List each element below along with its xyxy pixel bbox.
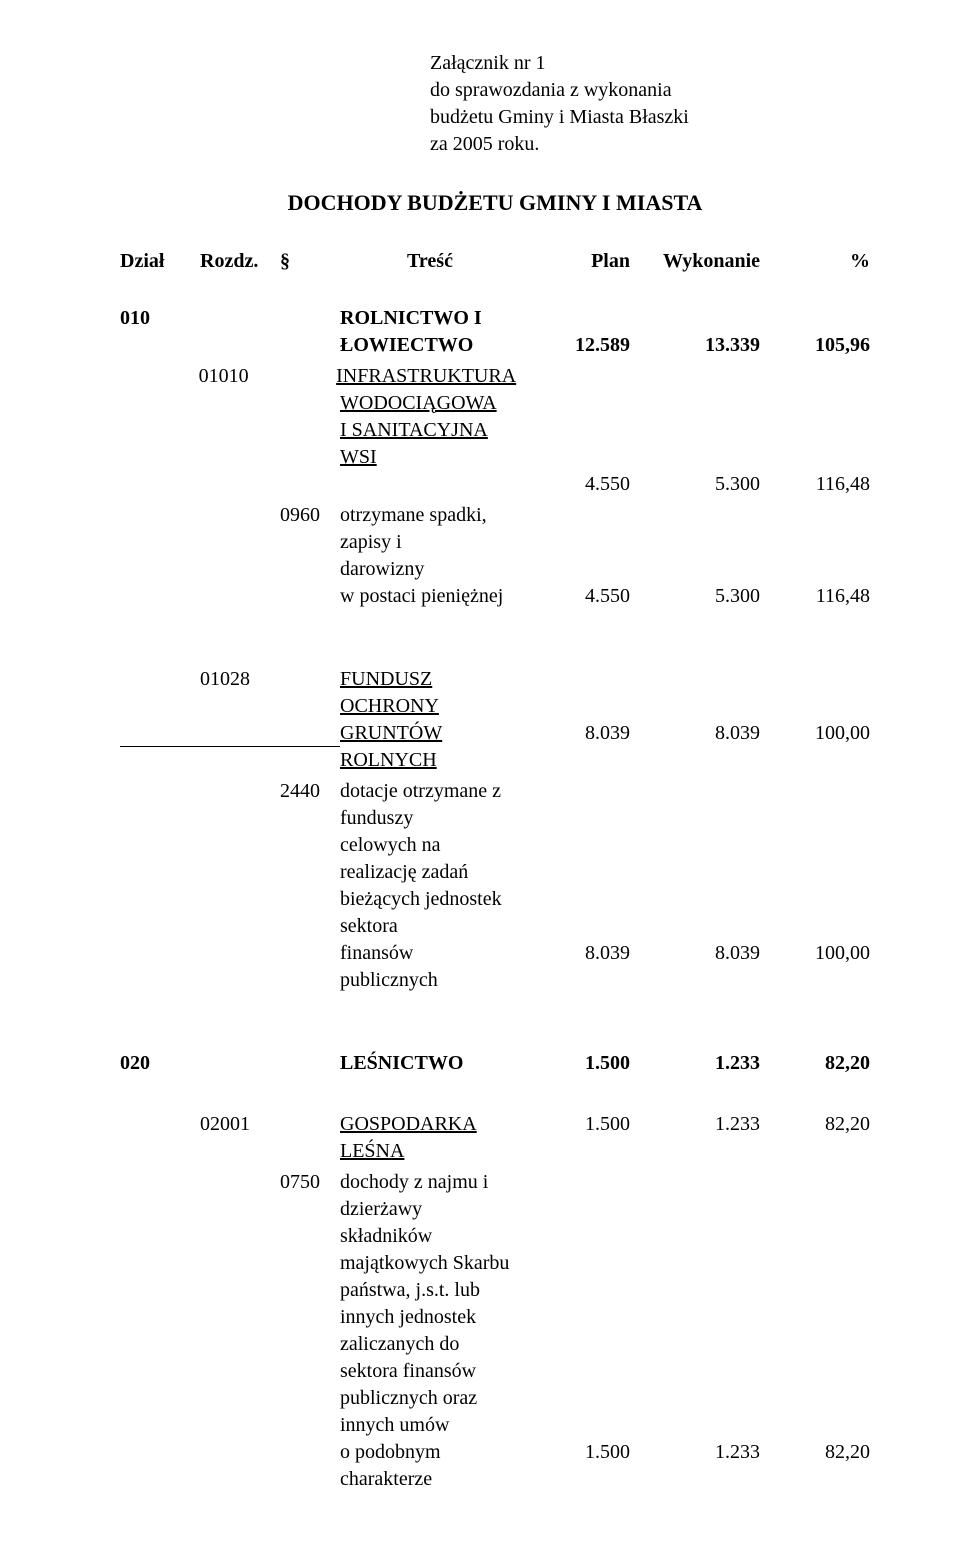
item-row: 0960 otrzymane spadki, zapisy i — [120, 502, 870, 556]
wyk-value: 1.233 — [630, 1439, 760, 1466]
pct-value: 82,20 — [760, 1439, 870, 1466]
rozdz-code: 02001 — [200, 1111, 280, 1138]
document-page: Załącznik nr 1 do sprawozdania z wykonan… — [0, 0, 960, 1543]
item-row: finansów publicznych 8.039 8.039 100,00 — [120, 940, 870, 994]
section-row: 010 ROLNICTWO I — [120, 305, 870, 332]
item-text: w postaci pieniężnej — [340, 583, 520, 610]
plan-value: 1.500 — [520, 1439, 630, 1466]
chapter-name: FUNDUSZ OCHRONY — [340, 666, 520, 720]
chapter-name: I SANITACYJNA WSI — [340, 417, 520, 471]
item-text: darowizny — [340, 556, 520, 583]
wyk-value: 13.339 — [630, 332, 760, 359]
section-name: LEŚNICTWO — [340, 1050, 520, 1077]
plan-value: 1.500 — [520, 1050, 630, 1077]
item-text: finansów publicznych — [340, 940, 520, 994]
chapter-name: WODOCIĄGOWA — [340, 390, 520, 417]
attachment-line: do sprawozdania z wykonania — [430, 77, 870, 104]
item-row: składników majątkowych Skarbu — [120, 1223, 870, 1277]
item-text: o podobnym charakterze — [340, 1439, 520, 1493]
item-text: dotacje otrzymane z funduszy — [340, 778, 520, 832]
section-name: ŁOWIECTWO — [340, 332, 520, 359]
plan-value: 12.589 — [520, 332, 630, 359]
wyk-value: 8.039 — [630, 940, 760, 967]
item-row: celowych na realizację zadań — [120, 832, 870, 886]
wyk-value: 8.039 — [630, 720, 760, 747]
item-text: publicznych oraz innych umów — [340, 1385, 520, 1439]
pct-value: 100,00 — [760, 720, 870, 747]
page-title: DOCHODY BUDŻETU GMINY I MIASTA — [120, 188, 870, 218]
item-text: bieżących jednostek sektora — [340, 886, 520, 940]
dzial-code: 020 — [120, 1050, 200, 1077]
wyk-value: 5.300 — [630, 471, 760, 498]
item-text: składników majątkowych Skarbu — [340, 1223, 520, 1277]
paragraph-code: 0960 — [280, 502, 340, 529]
attachment-line: Załącznik nr 1 — [430, 50, 870, 77]
pct-value: 82,20 — [760, 1050, 870, 1077]
item-row: w postaci pieniężnej 4.550 5.300 116,48 — [120, 583, 870, 610]
item-row: zaliczanych do sektora finansów — [120, 1331, 870, 1385]
col-plan: Plan — [520, 248, 630, 275]
chapter-row: I SANITACYJNA WSI — [120, 417, 870, 471]
item-text: otrzymane spadki, zapisy i — [340, 502, 520, 556]
col-paragraph: § — [280, 248, 340, 275]
wyk-value: 5.300 — [630, 583, 760, 610]
item-row: bieżących jednostek sektora — [120, 886, 870, 940]
item-text: dochody z najmu i dzierżawy — [340, 1169, 520, 1223]
col-tresc: Treść — [340, 248, 520, 275]
section-name: ROLNICTWO I — [340, 305, 520, 332]
wyk-value: 1.233 — [630, 1050, 760, 1077]
item-text: celowych na realizację zadań — [340, 832, 520, 886]
plan-value: 4.550 — [520, 583, 630, 610]
item-row: darowizny — [120, 556, 870, 583]
col-wykonanie: Wykonanie — [630, 248, 760, 275]
wyk-value: 1.233 — [630, 1111, 760, 1138]
item-row: państwa, j.s.t. lub innych jednostek — [120, 1277, 870, 1331]
plan-value: 4.550 — [520, 471, 630, 498]
plan-value: 8.039 — [520, 720, 630, 747]
pct-value: 116,48 — [760, 583, 870, 610]
paragraph-code: 2440 — [280, 778, 340, 805]
pct-value: 116,48 — [760, 471, 870, 498]
chapter-row: 02001 GOSPODARKA LEŚNA 1.500 1.233 82,20 — [120, 1111, 870, 1165]
paragraph-code: 0750 — [280, 1169, 340, 1196]
col-rozdz: Rozdz. — [200, 248, 280, 275]
pct-value: 100,00 — [760, 940, 870, 967]
item-row: 0750 dochody z najmu i dzierżawy — [120, 1169, 870, 1223]
plan-value: 8.039 — [520, 940, 630, 967]
attachment-header: Załącznik nr 1 do sprawozdania z wykonan… — [430, 50, 870, 158]
chapter-name: GRUNTÓW ROLNYCH — [340, 720, 510, 774]
dzial-code: 010 — [120, 305, 200, 332]
attachment-line: budżetu Gminy i Miasta Błaszki — [430, 104, 870, 131]
col-dzial: Dział — [120, 248, 200, 275]
chapter-name: GOSPODARKA LEŚNA — [340, 1113, 477, 1162]
chapter-name: INFRASTRUKTURA — [336, 363, 526, 390]
plan-value: 1.500 — [520, 1111, 630, 1138]
pct-value: 82,20 — [760, 1111, 870, 1138]
chapter-row: 01028 FUNDUSZ OCHRONY — [120, 666, 870, 720]
pct-value: 105,96 — [760, 332, 870, 359]
item-row: publicznych oraz innych umów — [120, 1385, 870, 1439]
col-percent: % — [760, 248, 870, 275]
section-row: ŁOWIECTWO 12.589 13.339 105,96 — [120, 332, 870, 359]
item-row: o podobnym charakterze 1.500 1.233 82,20 — [120, 1439, 870, 1493]
item-text: zaliczanych do sektora finansów — [340, 1331, 520, 1385]
attachment-line: za 2005 roku. — [430, 131, 870, 158]
chapter-values: 4.550 5.300 116,48 — [120, 471, 870, 498]
chapter-row: GRUNTÓW ROLNYCH 8.039 8.039 100,00 — [120, 720, 870, 774]
chapter-row: 01010 INFRASTRUKTURA — [120, 363, 870, 390]
chapter-row: WODOCIĄGOWA — [120, 390, 870, 417]
section-row: 020 LEŚNICTWO 1.500 1.233 82,20 — [120, 1050, 870, 1077]
item-text: państwa, j.s.t. lub innych jednostek — [340, 1277, 520, 1331]
item-row: 2440 dotacje otrzymane z funduszy — [120, 778, 870, 832]
table-header: Dział Rozdz. § Treść Plan Wykonanie % — [120, 248, 870, 275]
rozdz-code: 01028 — [200, 666, 280, 693]
rozdz-code: 01010 — [199, 363, 278, 390]
